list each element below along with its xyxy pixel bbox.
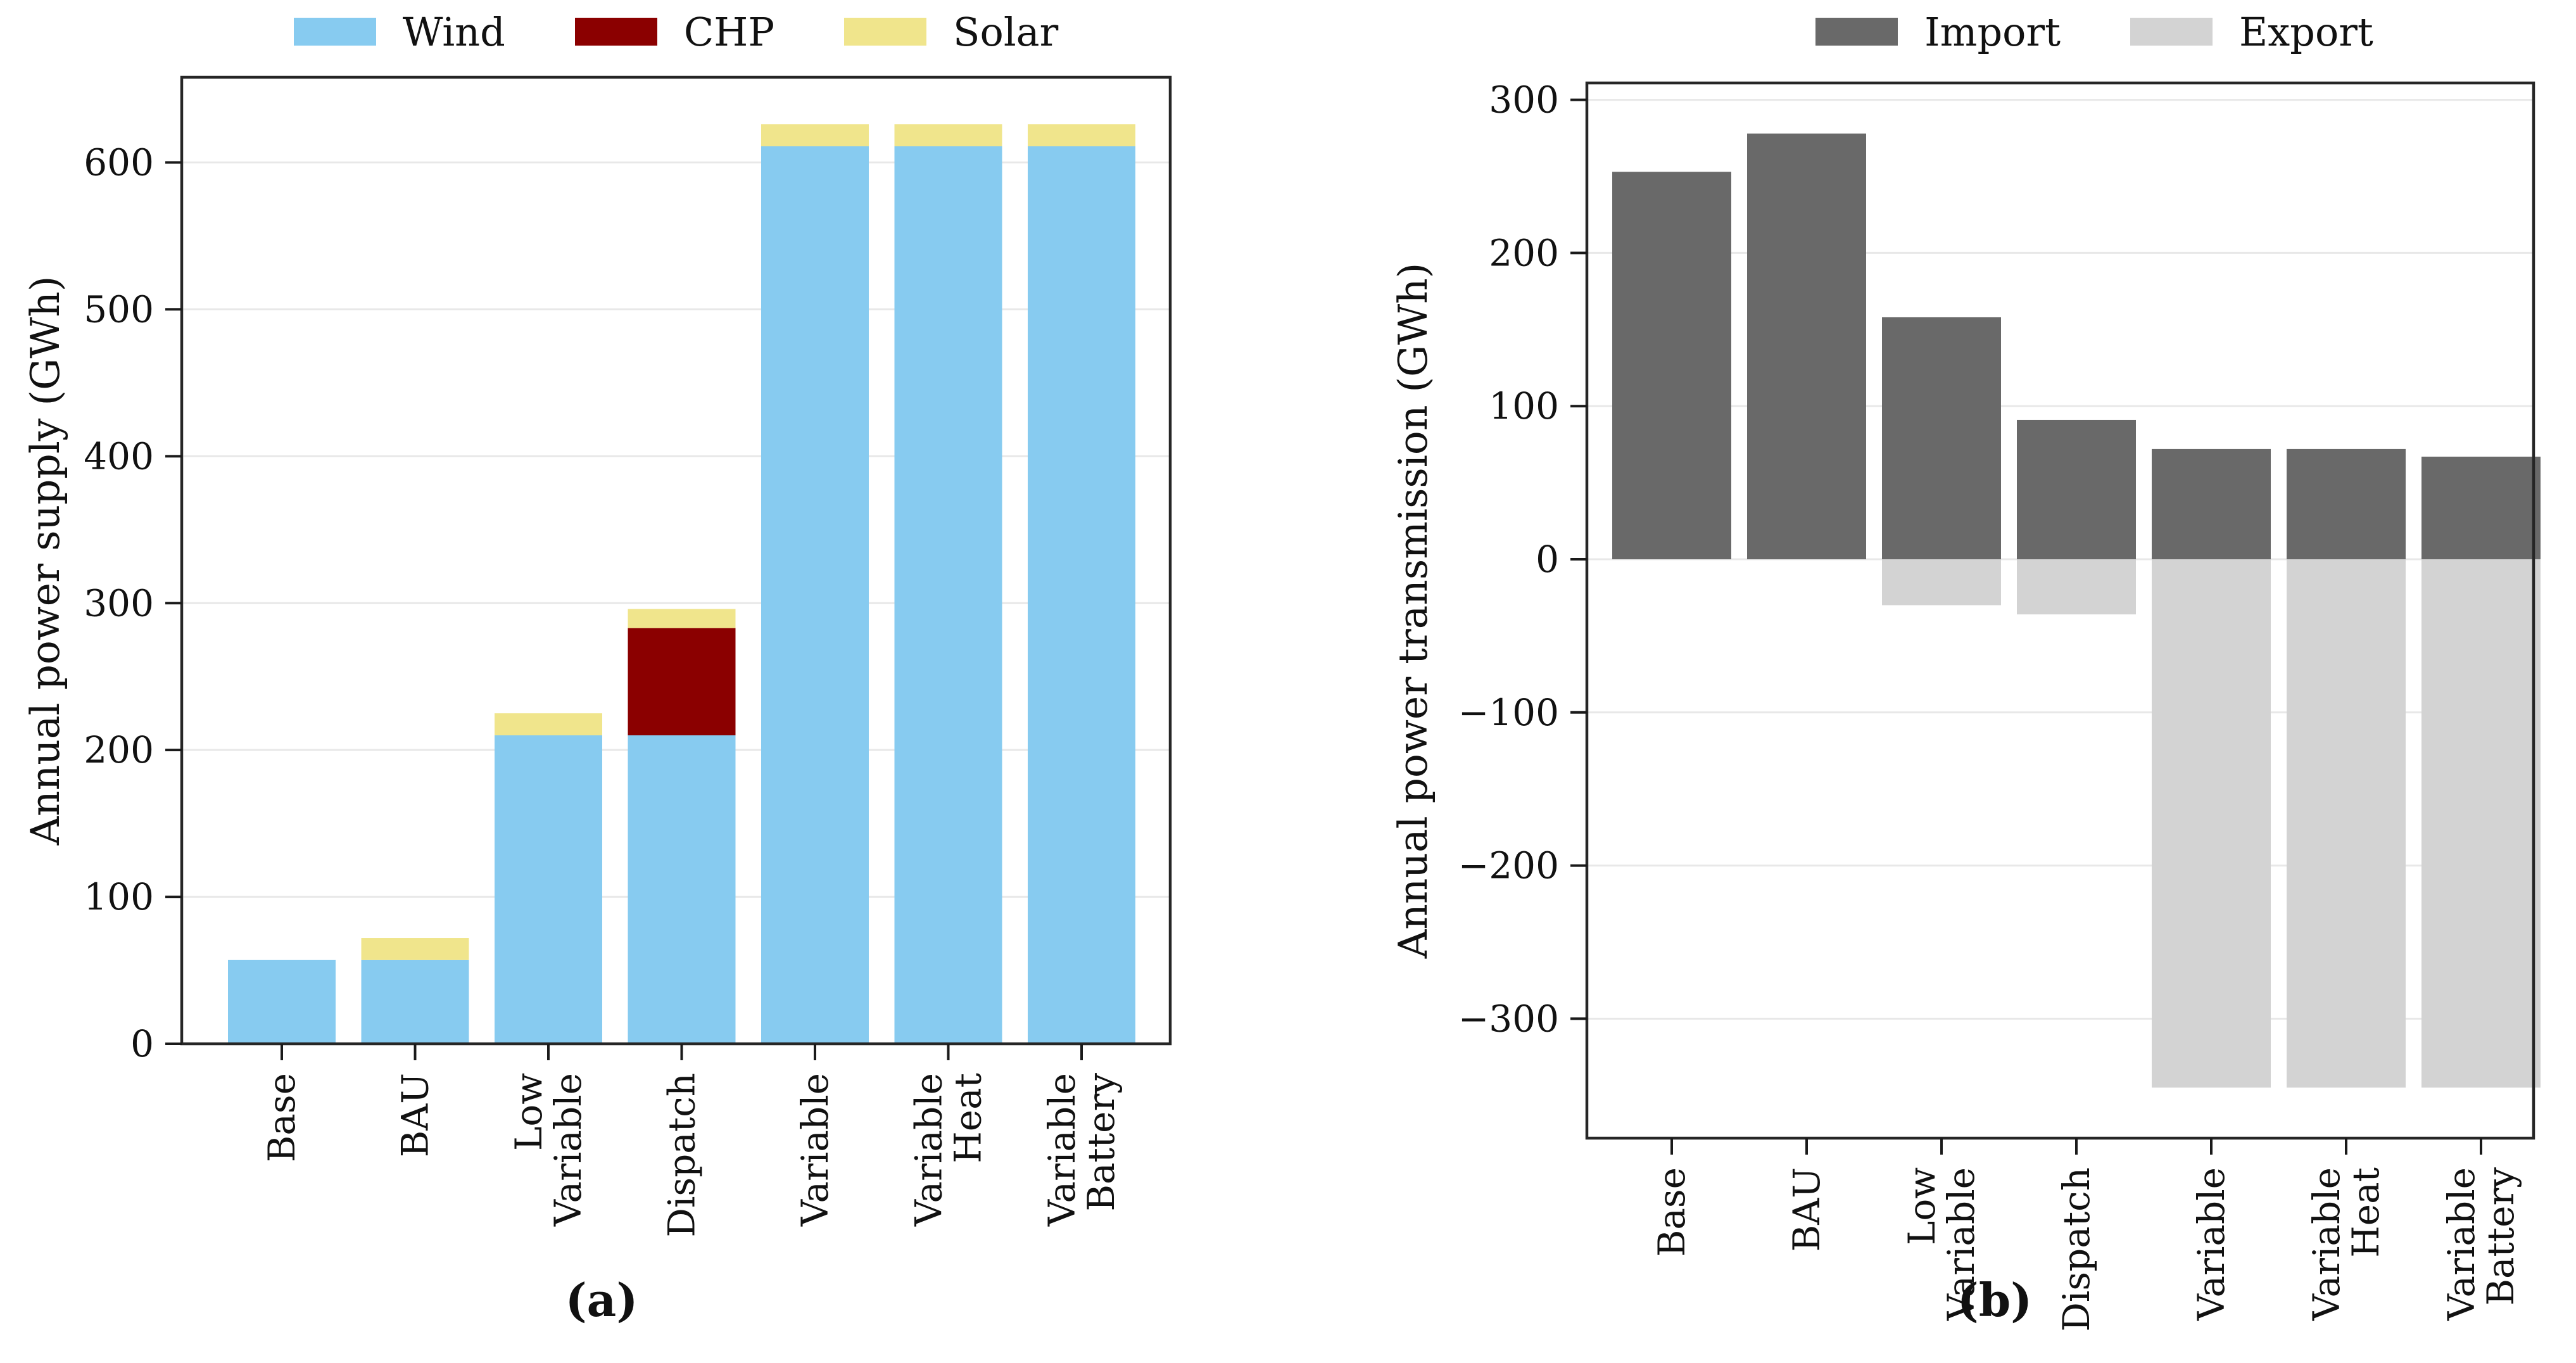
x-tick-label: Variable — [1040, 1073, 1083, 1227]
bar-solar-variable-battery — [1028, 124, 1135, 146]
bar-solar-bau — [361, 938, 469, 960]
y-tick-label: 500 — [84, 288, 154, 331]
x-tick-label: Heat — [2344, 1167, 2387, 1258]
plot-spine — [180, 75, 1172, 1046]
x-tick-label: Variable — [546, 1073, 590, 1227]
x-tick-label: Variable — [2190, 1167, 2233, 1321]
x-tick-label: Heat — [947, 1073, 990, 1163]
y-tick-label: 300 — [84, 581, 154, 624]
panel-b-y-axis-title: Annual power transmission (GWh) — [1390, 262, 1436, 959]
chp-legend-label: CHP — [683, 8, 775, 55]
chp-legend-swatch — [574, 18, 657, 46]
x-tick-label: Battery — [2479, 1167, 2522, 1306]
bar-wind-bau — [361, 960, 469, 1044]
wind-legend-label: Wind — [402, 8, 505, 55]
y-tick-label: 100 — [1489, 384, 1559, 428]
bar-import-base — [1612, 172, 1731, 559]
bar-solar-low-variable — [495, 713, 602, 735]
bar-export-variable-battery — [2421, 559, 2541, 1088]
panel-b-caption: (b) — [1957, 1273, 2033, 1327]
legend-item-export: Export — [2130, 9, 2373, 55]
solar-legend-label: Solar — [953, 8, 1059, 55]
x-tick-label: Dispatch — [660, 1073, 704, 1238]
y-tick-label: −200 — [1458, 844, 1559, 887]
y-tick-label: 0 — [130, 1022, 154, 1065]
wind-legend-swatch — [293, 18, 376, 46]
export-legend-swatch — [2130, 18, 2213, 46]
bar-export-variable-heat — [2287, 559, 2406, 1088]
panel-a-y-axis-title: Annual power supply (GWh) — [22, 276, 68, 846]
export-legend-label: Export — [2239, 8, 2373, 55]
bar-import-variable-heat — [2287, 448, 2406, 559]
bar-wind-variable — [761, 146, 869, 1044]
x-tick-label: Dispatch — [2055, 1167, 2098, 1332]
y-tick-label: −300 — [1458, 997, 1559, 1040]
x-tick-label: Low — [507, 1073, 550, 1151]
bar-wind-variable-heat — [894, 146, 1002, 1044]
bar-solar-variable-heat — [894, 124, 1002, 146]
x-tick-label: Base — [260, 1073, 303, 1162]
bar-import-variable — [2152, 448, 2271, 559]
import-legend-label: Import — [1924, 8, 2061, 55]
y-tick-label: 600 — [84, 141, 154, 184]
y-tick-label: 400 — [84, 434, 154, 478]
x-tick-label: Variable — [2305, 1167, 2348, 1321]
y-tick-label: −100 — [1458, 691, 1559, 734]
x-tick-label: Battery — [1080, 1073, 1123, 1212]
x-tick-label: Variable — [907, 1073, 950, 1227]
bar-wind-base — [228, 960, 336, 1044]
panel-b-legend: Import Export — [1621, 6, 2568, 57]
panel-a-legend: Wind CHP Solar — [182, 6, 1170, 57]
legend-item-wind: Wind — [293, 8, 505, 55]
plot-spine — [1585, 81, 2535, 1140]
bar-import-dispatch — [2017, 419, 2136, 559]
y-tick-label: 300 — [1489, 79, 1559, 122]
x-tick-label: BAU — [394, 1073, 437, 1157]
bar-wind-dispatch — [628, 735, 736, 1044]
bar-export-dispatch — [2017, 559, 2136, 615]
x-tick-label: BAU — [1785, 1167, 1828, 1252]
bar-export-low-variable — [1882, 559, 2001, 605]
x-tick-label: Variable — [1940, 1167, 1983, 1321]
legend-item-chp: CHP — [574, 8, 775, 55]
bar-import-bau — [1747, 133, 1866, 559]
x-tick-label: Variable — [2440, 1167, 2483, 1321]
bar-wind-variable-battery — [1028, 146, 1135, 1044]
x-tick-label: Variable — [793, 1073, 837, 1227]
y-tick-label: 0 — [1536, 538, 1559, 581]
y-tick-label: 200 — [1489, 231, 1559, 274]
legend-item-import: Import — [1815, 9, 2061, 55]
import-legend-swatch — [1815, 18, 1898, 46]
bar-wind-low-variable — [495, 735, 602, 1044]
bar-chp-dispatch — [628, 628, 736, 735]
bar-solar-variable — [761, 124, 869, 146]
panel-a-caption: (a) — [565, 1273, 638, 1327]
y-tick-label: 200 — [84, 728, 154, 771]
solar-legend-swatch — [844, 18, 927, 46]
bar-import-low-variable — [1882, 317, 2001, 559]
x-tick-label: Base — [1650, 1167, 1693, 1257]
bar-export-variable — [2152, 559, 2271, 1088]
y-tick-label: 100 — [84, 875, 154, 918]
bar-import-variable-battery — [2421, 456, 2541, 559]
x-tick-label: Low — [1900, 1167, 1943, 1245]
bar-solar-dispatch — [628, 609, 736, 628]
legend-item-solar: Solar — [844, 9, 1058, 55]
